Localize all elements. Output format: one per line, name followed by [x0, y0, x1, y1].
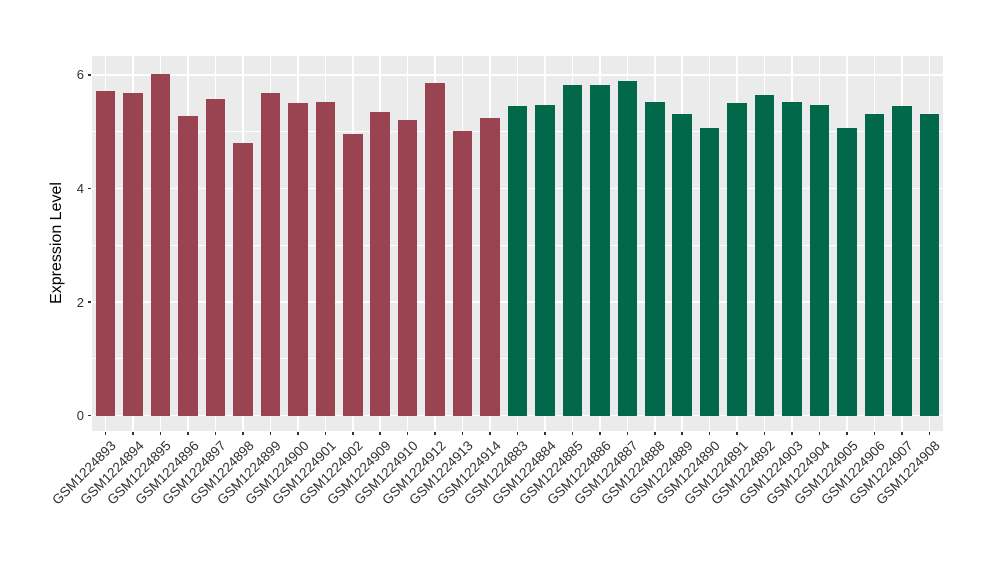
bar-GSM1224892: [754, 94, 775, 416]
x-tick-GSM1224894: [132, 432, 134, 435]
y-tick-label-6: 6: [76, 67, 84, 83]
x-tick-GSM1224902: [352, 432, 354, 435]
x-tick-GSM1224912: [434, 432, 436, 435]
x-tick-GSM1224888: [654, 432, 656, 435]
x-tick-GSM1224892: [763, 432, 766, 435]
x-tick-GSM1224904: [818, 432, 821, 435]
bar-GSM1224909: [370, 111, 390, 416]
bar-GSM1224883: [507, 106, 528, 416]
x-tick-GSM1224895: [159, 432, 162, 435]
x-tick-GSM1224889: [681, 432, 683, 435]
bar-GSM1224899: [260, 92, 281, 416]
y-axis-title: Expression Level: [48, 182, 65, 304]
bar-GSM1224905: [837, 128, 857, 416]
x-tick-GSM1224909: [379, 432, 381, 435]
x-tick-GSM1224903: [791, 432, 793, 435]
bar-GSM1224891: [727, 103, 747, 416]
bar-GSM1224900: [288, 102, 308, 416]
bar-GSM1224913: [452, 130, 473, 416]
x-tick-GSM1224886: [599, 432, 601, 435]
x-tick-GSM1224907: [901, 432, 903, 435]
x-tick-GSM1224910: [406, 432, 409, 435]
x-tick-GSM1224899: [269, 432, 272, 435]
bar-GSM1224908: [919, 114, 940, 416]
x-tick-GSM1224891: [736, 432, 738, 435]
bar-GSM1224903: [782, 102, 802, 416]
y-tick-label-0: 0: [76, 408, 84, 424]
x-tick-GSM1224900: [297, 432, 299, 435]
y-tick-6: [88, 74, 91, 76]
x-tick-GSM1224887: [626, 432, 629, 435]
bar-GSM1224914: [480, 117, 500, 416]
bar-GSM1224898: [233, 142, 253, 416]
bar-GSM1224906: [864, 113, 885, 416]
x-tick-GSM1224897: [214, 432, 217, 435]
bar-GSM1224886: [590, 84, 610, 416]
x-tick-GSM1224908: [928, 432, 931, 435]
bar-GSM1224885: [562, 84, 583, 416]
x-tick-GSM1224896: [187, 432, 189, 435]
y-tick-label-2: 2: [76, 294, 84, 310]
bar-GSM1224884: [535, 105, 555, 416]
x-tick-GSM1224914: [489, 432, 491, 435]
x-tick-GSM1224883: [516, 432, 519, 435]
bar-GSM1224910: [397, 119, 418, 416]
y-tick-2: [88, 301, 91, 303]
bar-GSM1224889: [672, 113, 692, 416]
plot-panel: [92, 56, 943, 431]
bar-GSM1224897: [205, 98, 226, 416]
x-tick-GSM1224906: [873, 432, 876, 435]
bar-GSM1224902: [343, 133, 363, 416]
bar-GSM1224894: [123, 93, 143, 416]
x-tick-GSM1224885: [571, 432, 574, 435]
bar-GSM1224904: [809, 105, 830, 416]
y-tick-4: [88, 187, 91, 190]
bar-GSM1224890: [699, 128, 720, 416]
x-tick-GSM1224905: [846, 432, 848, 435]
x-tick-GSM1224884: [544, 432, 546, 435]
x-tick-GSM1224893: [104, 432, 107, 435]
x-tick-GSM1224890: [708, 432, 711, 435]
bar-GSM1224887: [617, 80, 638, 416]
bar-GSM1224901: [315, 102, 336, 416]
bar-GSM1224896: [178, 115, 198, 416]
x-tick-GSM1224913: [461, 432, 464, 435]
y-tick-label-4: 4: [76, 181, 84, 196]
bar-GSM1224912: [425, 83, 445, 416]
bar-GSM1224893: [95, 90, 116, 416]
y-tick-0: [88, 414, 91, 417]
bar-GSM1224895: [150, 73, 171, 416]
x-tick-GSM1224901: [324, 432, 327, 435]
bar-GSM1224907: [892, 106, 912, 416]
x-tick-GSM1224898: [242, 432, 244, 435]
bar-GSM1224888: [645, 102, 665, 416]
